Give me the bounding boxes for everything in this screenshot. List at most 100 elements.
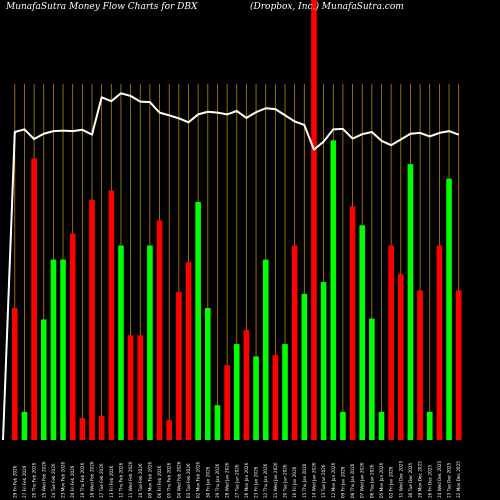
- money-flow-bar: [417, 290, 423, 440]
- money-flow-bar: [301, 293, 308, 440]
- money-flow-bar: [282, 344, 288, 440]
- x-tick-label: 10 Tue Feb 2026: [138, 463, 143, 498]
- x-tick-label: 28 Wed Jan 2026: [225, 462, 230, 498]
- money-flow-bar: [436, 245, 443, 440]
- x-tick-label: 02 Mon Feb 2026: [196, 461, 201, 498]
- money-flow-bar: [137, 335, 144, 440]
- x-tick-label: 20 Tue Jan 2026: [283, 464, 288, 498]
- x-tick-label: 12 Thu Feb 2026: [118, 462, 123, 498]
- x-tick-label: 23 Mon Feb 2026: [61, 461, 66, 498]
- money-flow-bar: [50, 259, 57, 440]
- money-flow-bar: [388, 245, 394, 440]
- money-flow-bar: [127, 335, 134, 440]
- x-tick-label: 17 Tue Feb 2026: [99, 463, 104, 498]
- x-tick-label: 12 Mon Jan 2026: [331, 462, 336, 498]
- x-tick-label: 05 Thu Feb 2026: [167, 462, 172, 498]
- money-flow-bar: [233, 344, 240, 440]
- x-tick-label: 09 Mon Feb 2026: [147, 461, 152, 498]
- x-tick-label: 21 Wed Jan 2026: [273, 462, 278, 498]
- x-tick-label: 02 Fri Jan 2026: [389, 466, 394, 498]
- x-tick-label: 29 Fri Feb 2026: [12, 465, 17, 498]
- money-flow-bar: [176, 292, 182, 440]
- x-tick-label: 26 Mon Jan 2026: [244, 462, 249, 498]
- money-flow-bar: [147, 245, 153, 440]
- money-flow-bar: [214, 405, 221, 440]
- chart-subtitle: (Dropbox, Inc.) MunafaSutra.com: [250, 1, 404, 12]
- money-flow-bar: [330, 140, 337, 441]
- money-flow-bar: [253, 356, 259, 440]
- money-flow-bar: [60, 259, 66, 440]
- x-tick-label: 03 Tue Feb 2026: [186, 463, 191, 498]
- x-tick-label: 16 Fri Jan 2026: [292, 466, 297, 498]
- x-tick-label: 22 Thu Jan 2026: [263, 463, 268, 498]
- money-flow-bar: [369, 318, 375, 440]
- x-tick-label: 26 Thu Feb 2026: [32, 462, 37, 498]
- x-tick-label: 29 Mon Dec 2025: [418, 461, 423, 498]
- x-tick-label: 30 Tue Dec 2025: [408, 462, 413, 498]
- money-flow-bar: [195, 201, 201, 440]
- x-tick-label: 15 Thu Jan 2026: [302, 463, 307, 498]
- x-tick-label: 18 Wed Feb 2026: [90, 461, 95, 498]
- x-tick-label: 25 Wed Feb 2026: [41, 461, 46, 498]
- money-flow-bar: [311, 0, 317, 440]
- money-flow-bar: [262, 259, 269, 440]
- x-tick-label: 07 Wed Jan 2026: [360, 462, 365, 498]
- money-flow-bar: [185, 262, 192, 440]
- x-tick-label: 24 Tue Feb 2026: [51, 463, 56, 498]
- money-flow-bar: [166, 420, 172, 440]
- money-flow-bar: [156, 220, 163, 440]
- x-tick-label: 23 Fri Jan 2026: [254, 466, 259, 498]
- money-flow-bar: [426, 411, 433, 440]
- money-flow-bars: [12, 0, 462, 441]
- money-flow-bar: [108, 190, 115, 440]
- x-tick-label: 26 Fri Dec 2025: [427, 465, 432, 498]
- x-tick-label: 13 Fri Feb 2026: [109, 465, 114, 498]
- money-flow-bar: [224, 365, 230, 440]
- price-line-layer: [2, 92, 460, 441]
- money-flow-bar: [291, 245, 298, 440]
- x-tick-label: 20 Fri Feb 2026: [70, 465, 75, 498]
- money-flow-bar: [407, 164, 414, 440]
- money-flow-bar: [12, 308, 18, 440]
- x-tick-label: 13 Tue Jan 2026: [321, 464, 326, 498]
- x-tick-label: 23 Tue Dec 2025: [447, 462, 452, 498]
- x-tick-label: 14 Wed Jan 2026: [311, 462, 316, 498]
- money-flow-bar: [272, 355, 279, 440]
- x-tick-label: 31 Wed Dec 2025: [398, 460, 403, 498]
- x-tick-label: 27 Fri Feb 2026: [22, 465, 27, 498]
- money-flow-bar: [359, 225, 365, 440]
- money-flow-bar: [455, 290, 462, 440]
- money-flow-bar: [40, 319, 47, 440]
- money-flow-bar: [69, 233, 76, 440]
- money-flow-bar: [398, 274, 404, 440]
- x-tick-label: 11 Wed Feb 2026: [128, 461, 133, 498]
- x-tick-label: 24 Wed Dec 2025: [437, 460, 442, 498]
- x-tick-label: 22 Mon Dec 2025: [456, 461, 461, 498]
- x-tick-label: 08 Thu Jan 2026: [350, 463, 355, 498]
- x-tick-label: 09 Fri Jan 2026: [340, 466, 345, 498]
- money-flow-bar: [21, 411, 28, 440]
- x-tick-label: 05 Mon Jan 2026: [379, 462, 384, 498]
- x-tick-label: 27 Tue Jan 2026: [234, 464, 239, 498]
- money-flow-bar: [89, 199, 95, 440]
- x-tick-label: 04 Wed Feb 2026: [176, 461, 181, 498]
- money-flow-bar: [79, 418, 86, 440]
- x-tick-label: 19 Thu Feb 2026: [80, 462, 85, 498]
- money-flow-bar: [205, 308, 211, 440]
- money-flow-bar: [98, 415, 105, 440]
- money-flow-bar: [320, 282, 327, 440]
- money-flow-bar: [378, 411, 385, 440]
- money-flow-bar: [349, 206, 356, 440]
- money-flow-bar: [243, 330, 250, 440]
- x-axis-tick-labels: 29 Fri Feb 2026 27 Fri Feb 2026 26 Thu Feb…: [12, 460, 461, 498]
- money-flow-bar: [118, 245, 124, 440]
- price-line: [2, 92, 460, 441]
- money-flow-bar: [446, 178, 452, 440]
- x-tick-label: 06 Tue Jan 2026: [369, 464, 374, 498]
- money-flow-bar: [31, 158, 37, 440]
- x-tick-label: 06 Fri Feb 2026: [157, 465, 162, 498]
- x-tick-label: 30 Fri Jan 2026: [205, 466, 210, 498]
